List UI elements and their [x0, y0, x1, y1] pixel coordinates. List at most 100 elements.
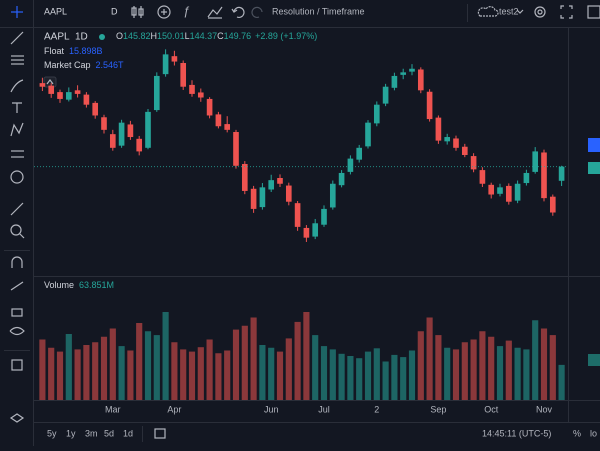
candle-body [57, 92, 63, 99]
volume-bar [329, 349, 336, 400]
undo-button[interactable] [231, 6, 245, 18]
fullscreen-button[interactable] [560, 5, 573, 19]
candle-body [417, 69, 424, 91]
indicator-legend: Market Cap 2.546T [44, 60, 124, 70]
candle-body [162, 54, 169, 75]
candle-body [488, 184, 495, 195]
candle-body [470, 156, 477, 170]
candle-body [171, 56, 178, 62]
symbol-button[interactable]: AAPL [44, 6, 67, 16]
candle-body [523, 172, 530, 184]
change-value: +2.89 (+1.97%) [255, 31, 317, 41]
x-tick-label: Jun [264, 404, 279, 414]
drawing-tools[interactable] [9, 6, 25, 423]
log-toggle[interactable]: lo [590, 428, 597, 438]
candle-body [303, 227, 310, 238]
volume-bar [320, 346, 328, 400]
chart-type-button[interactable] [131, 6, 144, 18]
range-button[interactable]: 1d [123, 428, 133, 438]
candle-body [312, 223, 319, 237]
candle-body [497, 187, 503, 194]
candle-body [479, 170, 486, 184]
volume-legend: Volume 63.851M [44, 280, 114, 290]
candle-body [83, 94, 90, 105]
interval-button[interactable]: D [111, 6, 118, 16]
candle-body [241, 163, 248, 191]
volume-bar [452, 349, 460, 400]
candle-body [356, 147, 363, 160]
snapshot-button[interactable] [587, 5, 600, 19]
volume-bar [144, 331, 152, 400]
candle-body [277, 178, 283, 184]
indicator-name: Market Cap [44, 60, 91, 70]
volume-bar [171, 342, 178, 400]
candle-body [294, 203, 301, 227]
layout-dropdown[interactable] [516, 9, 524, 14]
indicator-name: Float [44, 46, 65, 56]
candle-body [338, 172, 345, 186]
range-button[interactable]: 1y [66, 428, 76, 438]
volume-bar [206, 339, 213, 400]
x-tick-label: Apr [167, 404, 181, 414]
volume-bar [74, 349, 81, 400]
volume-bar [65, 334, 72, 400]
candle-body [435, 117, 442, 141]
settings-button[interactable] [537, 9, 543, 15]
ohlc-key: H [151, 31, 158, 41]
ohlc-value: 145.82 [123, 31, 151, 41]
candle-body [461, 146, 468, 155]
candle-body [136, 138, 143, 152]
candle-body [532, 151, 539, 172]
volume-bar [417, 331, 424, 400]
x-tick-label: Jul [318, 404, 330, 414]
volume-bar [303, 312, 310, 400]
compare-button[interactable] [157, 5, 171, 19]
candle-body [74, 90, 81, 94]
indicator-legend: Float 15.898B [44, 46, 103, 56]
clock: 14:45:11 (UTC-5) [482, 428, 551, 438]
collapse-legend[interactable] [46, 79, 54, 85]
volume-bar [188, 351, 196, 400]
goto-date-button[interactable] [154, 428, 166, 439]
indicators-button[interactable]: ƒ [183, 4, 190, 18]
volume-bar [549, 335, 556, 400]
volume-bar [215, 353, 222, 400]
candle-body [285, 185, 292, 202]
candle-body [197, 92, 204, 98]
volume-bar [294, 321, 301, 400]
collapse-legend[interactable] [43, 76, 57, 88]
range-button[interactable]: 5d [104, 428, 114, 438]
range-button[interactable]: 5y [47, 428, 57, 438]
candle-body [127, 124, 134, 138]
layout-name[interactable]: test2 [499, 6, 519, 16]
x-tick-label: Nov [536, 404, 553, 414]
volume-bar [180, 349, 187, 400]
volume-bar [48, 347, 55, 400]
candle-body [180, 63, 187, 87]
resolution-button[interactable]: Resolution / Timeframe [272, 6, 365, 16]
volume-bar [83, 345, 90, 400]
redo-button[interactable] [251, 6, 263, 18]
candle-body [400, 72, 407, 75]
x-tick-label: 2 [374, 404, 379, 414]
volume-bar [56, 351, 64, 400]
volume-bar [276, 351, 284, 400]
candle-body [189, 84, 195, 94]
volume-axis-label [588, 354, 600, 366]
candle-body [347, 158, 354, 172]
candle-body [215, 114, 222, 127]
volume-bar [400, 357, 407, 400]
volume-bar [250, 317, 257, 400]
volume-bar [338, 353, 345, 400]
volume-bar [426, 317, 433, 400]
candle-body [233, 132, 239, 166]
indicator-value: 15.898B [69, 46, 103, 56]
range-button[interactable]: 3m [85, 428, 98, 438]
ohlc-key: O [116, 31, 123, 41]
volume-bar [461, 342, 468, 400]
volume-bar [92, 342, 99, 400]
templates-button[interactable] [207, 6, 223, 19]
settings-button[interactable] [534, 6, 546, 18]
percent-toggle[interactable]: % [573, 428, 581, 438]
volume-bar [259, 345, 266, 400]
